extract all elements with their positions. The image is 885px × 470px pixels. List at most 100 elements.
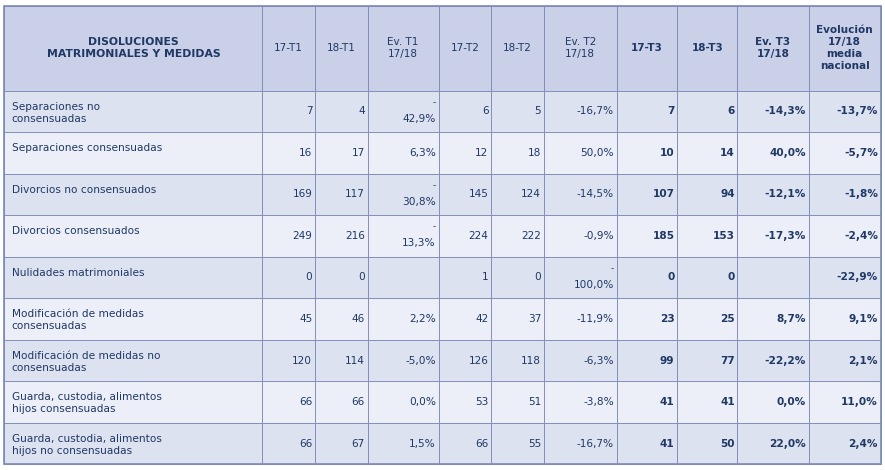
- Bar: [677, 423, 737, 464]
- Bar: [315, 298, 367, 340]
- Text: 8,7%: 8,7%: [776, 314, 806, 324]
- Text: 41: 41: [659, 397, 674, 407]
- Text: 22,0%: 22,0%: [769, 439, 806, 448]
- Text: 0: 0: [305, 273, 312, 282]
- Text: 77: 77: [720, 355, 735, 366]
- Text: 42: 42: [475, 314, 489, 324]
- Bar: [439, 6, 491, 91]
- Text: -16,7%: -16,7%: [577, 106, 614, 116]
- Bar: [543, 298, 617, 340]
- Bar: [262, 423, 315, 464]
- Text: 5: 5: [535, 106, 541, 116]
- Bar: [315, 132, 367, 173]
- Text: -22,9%: -22,9%: [836, 273, 878, 282]
- Bar: [543, 215, 617, 257]
- Bar: [543, 423, 617, 464]
- Bar: [543, 381, 617, 423]
- Bar: [617, 132, 677, 173]
- Bar: [4, 173, 262, 215]
- Bar: [491, 298, 543, 340]
- Text: Modificación de medidas no
consensuadas: Modificación de medidas no consensuadas: [12, 351, 160, 373]
- Bar: [677, 257, 737, 298]
- Text: 50: 50: [720, 439, 735, 448]
- Text: 0: 0: [358, 273, 365, 282]
- Text: Nulidades matrimoniales: Nulidades matrimoniales: [12, 268, 144, 278]
- Text: 41: 41: [659, 439, 674, 448]
- Bar: [262, 173, 315, 215]
- Bar: [262, 91, 315, 132]
- Bar: [737, 6, 809, 91]
- Text: 17-T2: 17-T2: [450, 43, 480, 53]
- Text: -0,9%: -0,9%: [583, 231, 614, 241]
- Bar: [262, 298, 315, 340]
- Text: 0: 0: [667, 273, 674, 282]
- Text: -: -: [433, 223, 436, 232]
- Bar: [491, 91, 543, 132]
- Bar: [809, 91, 881, 132]
- Text: 46: 46: [351, 314, 365, 324]
- Bar: [737, 381, 809, 423]
- Bar: [617, 423, 677, 464]
- Text: 0,0%: 0,0%: [409, 397, 436, 407]
- Bar: [809, 132, 881, 173]
- Text: -5,7%: -5,7%: [844, 148, 878, 158]
- Bar: [809, 173, 881, 215]
- Bar: [439, 132, 491, 173]
- Bar: [737, 173, 809, 215]
- Bar: [737, 340, 809, 381]
- Text: Ev. T2
17/18: Ev. T2 17/18: [565, 37, 596, 59]
- Bar: [367, 132, 439, 173]
- Text: 55: 55: [527, 439, 541, 448]
- Bar: [737, 423, 809, 464]
- Text: 23: 23: [659, 314, 674, 324]
- Text: -: -: [611, 264, 614, 273]
- Bar: [677, 298, 737, 340]
- Bar: [809, 298, 881, 340]
- Bar: [262, 132, 315, 173]
- Bar: [262, 340, 315, 381]
- Bar: [491, 257, 543, 298]
- Text: 40,0%: 40,0%: [769, 148, 806, 158]
- Bar: [543, 257, 617, 298]
- Text: 51: 51: [527, 397, 541, 407]
- Bar: [617, 340, 677, 381]
- Bar: [4, 257, 262, 298]
- Text: Ev. T1
17/18: Ev. T1 17/18: [388, 37, 419, 59]
- Bar: [809, 6, 881, 91]
- Bar: [4, 381, 262, 423]
- Bar: [491, 132, 543, 173]
- Text: 153: 153: [712, 231, 735, 241]
- Bar: [677, 173, 737, 215]
- Text: 2,1%: 2,1%: [849, 355, 878, 366]
- Text: 45: 45: [299, 314, 312, 324]
- Text: 114: 114: [345, 355, 365, 366]
- Text: -17,3%: -17,3%: [765, 231, 806, 241]
- Text: 53: 53: [475, 397, 489, 407]
- Bar: [315, 340, 367, 381]
- Bar: [315, 215, 367, 257]
- Text: 10: 10: [660, 148, 674, 158]
- Text: 94: 94: [720, 189, 735, 199]
- Text: 185: 185: [652, 231, 674, 241]
- Text: 18-T1: 18-T1: [327, 43, 356, 53]
- Text: -6,3%: -6,3%: [583, 355, 614, 366]
- Bar: [543, 132, 617, 173]
- Text: 224: 224: [469, 231, 489, 241]
- Bar: [4, 298, 262, 340]
- Text: -14,3%: -14,3%: [765, 106, 806, 116]
- Text: 249: 249: [292, 231, 312, 241]
- Bar: [809, 257, 881, 298]
- Text: 216: 216: [345, 231, 365, 241]
- Text: 66: 66: [351, 397, 365, 407]
- Bar: [617, 257, 677, 298]
- Text: 120: 120: [292, 355, 312, 366]
- Bar: [737, 257, 809, 298]
- Text: 17-T1: 17-T1: [274, 43, 304, 53]
- Bar: [4, 91, 262, 132]
- Bar: [439, 257, 491, 298]
- Text: -22,2%: -22,2%: [765, 355, 806, 366]
- Bar: [677, 381, 737, 423]
- Text: 66: 66: [475, 439, 489, 448]
- Text: -13,7%: -13,7%: [836, 106, 878, 116]
- Text: 1: 1: [482, 273, 489, 282]
